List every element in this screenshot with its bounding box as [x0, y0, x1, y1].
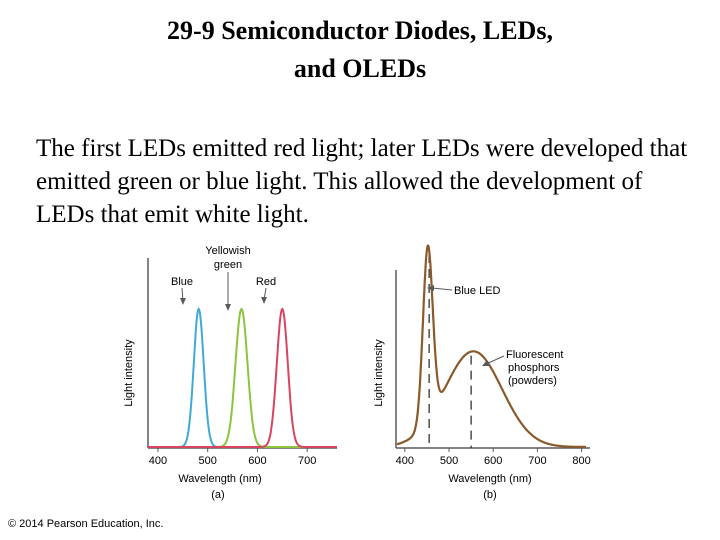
- chart-b-series-white-led: [396, 244, 586, 449]
- chart-a-arrowhead-red: [261, 297, 267, 304]
- chart-a-series-green: [148, 307, 337, 448]
- chart-b-arrow-blue-led: [431, 287, 453, 291]
- chart-a-label-green-line1: Yellowish: [205, 245, 250, 257]
- chart-b-arrowhead-phosphor: [482, 360, 490, 366]
- slide-title: 29-9 Semiconductor Diodes, LEDs, and OLE…: [0, 12, 720, 88]
- body-paragraph: The first LEDs emitted red light; later …: [36, 135, 688, 228]
- chart-a-label-red: Red: [256, 276, 276, 288]
- title-line-2: and OLEDs: [293, 54, 427, 83]
- chart-b-tick-label-500: 500: [440, 455, 458, 467]
- chart-a-tick-label-600: 600: [248, 455, 266, 467]
- chart-a-arrowhead-green: [225, 304, 231, 311]
- title-line-1: 29-9 Semiconductor Diodes, LEDs,: [167, 16, 553, 45]
- chart-a-tick-label-700: 700: [298, 455, 316, 467]
- chart-a-label-green-line2: green: [214, 259, 242, 271]
- chart-a-panel-label: (a): [211, 489, 224, 501]
- chart-b-panel-label: (b): [483, 489, 496, 501]
- chart-a-tick-label-400: 400: [149, 455, 167, 467]
- chart-a-series-blue: [148, 307, 337, 448]
- chart-b-tick-label-400: 400: [396, 455, 414, 467]
- chart-b-label-phosphor-3: (powders): [508, 375, 557, 387]
- chart-b-label-phosphor-1: Fluorescent: [506, 349, 563, 361]
- chart-b-tick-label-700: 700: [528, 455, 546, 467]
- chart-a-led-spectra: 400 500 600 700 Blue Yellowish green Red Li…: [123, 245, 337, 501]
- copyright-notice: © 2014 Pearson Education, Inc.: [8, 518, 164, 530]
- chart-b-arrow-phosphor: [485, 355, 505, 365]
- chart-a-xlabel: Wavelength (nm): [178, 473, 261, 485]
- chart-b-xlabel: Wavelength (nm): [448, 473, 531, 485]
- chart-b-label-phosphor-2: phosphors: [508, 362, 560, 374]
- chart-b-arrowhead-blue-led: [427, 285, 434, 291]
- chart-a-label-blue: Blue: [171, 276, 193, 288]
- chart-b-tick-label-600: 600: [484, 455, 502, 467]
- chart-a-arrowhead-blue: [180, 298, 186, 305]
- chart-b-tick-label-800: 800: [572, 455, 590, 467]
- chart-b-white-led-spectrum: 400 500 600 700 800 Blue LED Fluorescent pho…: [373, 244, 591, 501]
- chart-a-tick-label-500: 500: [199, 455, 217, 467]
- chart-a-ylabel: Light intensity: [123, 339, 135, 407]
- chart-a-series-red: [148, 307, 337, 448]
- chart-b-label-blue-led: Blue LED: [454, 285, 501, 297]
- chart-b-ylabel: Light intensity: [373, 339, 385, 407]
